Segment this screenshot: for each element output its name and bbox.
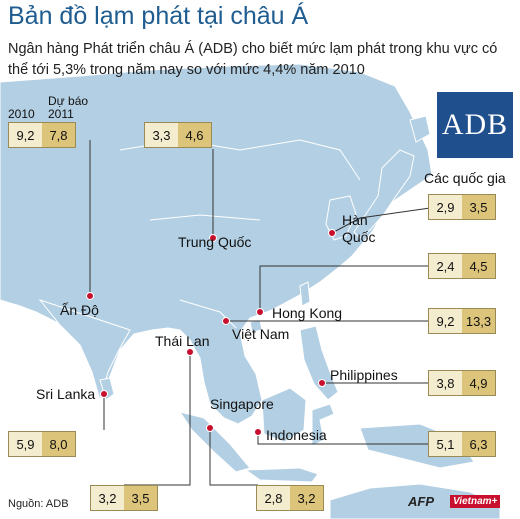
korea-2010: 2,9 — [429, 195, 462, 219]
leader-korea — [331, 207, 431, 234]
box-hongkong: 2,4 4,5 — [428, 253, 496, 279]
korea-peninsula — [325, 195, 357, 241]
legend-2010: 2010 — [8, 107, 35, 121]
thailand-2010: 3,2 — [91, 486, 124, 510]
box-indonesia: 5,1 6,3 — [428, 431, 496, 457]
sumatra — [178, 411, 251, 473]
hongkong-2010: 2,4 — [429, 254, 462, 278]
location-dots — [86, 229, 336, 436]
java — [244, 467, 319, 483]
dot-srilanka — [100, 390, 108, 398]
label-thailand: Thái Lan — [155, 333, 210, 349]
label-vietnam: Việt Nam — [232, 326, 290, 342]
afp-logo: AFP — [408, 494, 434, 509]
singapore-2010: 2,8 — [257, 486, 290, 510]
box-india: 9,2 7,8 — [8, 122, 76, 148]
india-peninsula — [38, 298, 131, 402]
dot-india — [86, 292, 94, 300]
subtitle: Ngân hàng Phát triển châu Á (ADB) cho bi… — [8, 41, 498, 78]
japan — [353, 149, 415, 239]
legend-2011-line2: 2011 — [48, 107, 74, 121]
box-vietnam: 9,2 13,3 — [428, 308, 496, 334]
dot-indonesia — [254, 428, 262, 436]
sulawesi — [311, 403, 335, 447]
dot-philippines — [318, 379, 326, 387]
dot-singapore — [206, 424, 214, 432]
source-note: Nguồn: ADB — [8, 498, 69, 510]
label-singapore: Singapore — [210, 396, 274, 412]
leader-singapore — [209, 428, 258, 486]
thailand-2011: 3,5 — [124, 486, 157, 510]
vietnamplus-logo: Vietnam+ — [450, 495, 501, 508]
indonesia-2011: 6,3 — [462, 432, 495, 456]
hokkaido — [409, 115, 431, 143]
label-philippines: Philippines — [330, 367, 398, 383]
srilanka-2010: 5,9 — [9, 432, 42, 456]
philippines-islands — [299, 325, 339, 401]
india-2011: 7,8 — [42, 123, 75, 147]
label-india: Ấn Độ — [60, 302, 99, 318]
dot-china — [209, 234, 217, 242]
dot-vietnam — [222, 317, 230, 325]
vietnam-2010: 9,2 — [429, 309, 462, 333]
label-indonesia: Indonesia — [266, 427, 327, 443]
china-2011: 4,6 — [178, 123, 211, 147]
legend-2011-line1: Dự báo — [48, 94, 89, 108]
box-philippines: 3,8 4,9 — [428, 370, 496, 396]
dot-thailand — [186, 348, 194, 356]
label-srilanka: Sri Lanka — [36, 386, 96, 402]
taiwan — [299, 281, 311, 307]
box-thailand: 3,2 3,5 — [90, 485, 158, 511]
label-korea: Hàn Quốc — [342, 212, 375, 246]
label-china: Trung Quốc — [178, 234, 252, 250]
hongkong-2011: 4,5 — [462, 254, 495, 278]
philippines-2010: 3,8 — [429, 371, 462, 395]
box-srilanka: 5,9 8,0 — [8, 431, 76, 457]
vietnam-2011: 13,3 — [462, 309, 495, 333]
dot-korea — [328, 229, 336, 237]
box-korea: 2,9 3,5 — [428, 194, 496, 220]
leader-thailand — [124, 352, 191, 486]
leader-hongkong — [259, 265, 430, 312]
label-korea-line1: Hàn — [342, 212, 368, 228]
other-countries-label: Các quốc gia — [424, 170, 506, 186]
label-hongkong: Hong Kong — [272, 305, 343, 321]
indonesia-2010: 5,1 — [429, 432, 462, 456]
india-2010: 9,2 — [9, 123, 42, 147]
box-singapore: 2,8 3,2 — [256, 485, 324, 511]
legend-2011: Dự báo 2011 — [48, 95, 88, 121]
page-title: Bản đồ lạm phát tại châu Á — [8, 2, 309, 30]
korea-2011: 3,5 — [462, 195, 495, 219]
borneo — [261, 387, 307, 443]
srilanka-2011: 8,0 — [42, 432, 75, 456]
box-china: 3,3 4,6 — [144, 122, 212, 148]
philippines-2011: 4,9 — [462, 371, 495, 395]
china-2010: 3,3 — [145, 123, 178, 147]
label-korea-line2: Quốc — [342, 229, 376, 245]
dot-hongkong — [256, 308, 264, 316]
adb-logo: ADB — [437, 92, 513, 158]
singapore-2011: 3,2 — [290, 486, 323, 510]
